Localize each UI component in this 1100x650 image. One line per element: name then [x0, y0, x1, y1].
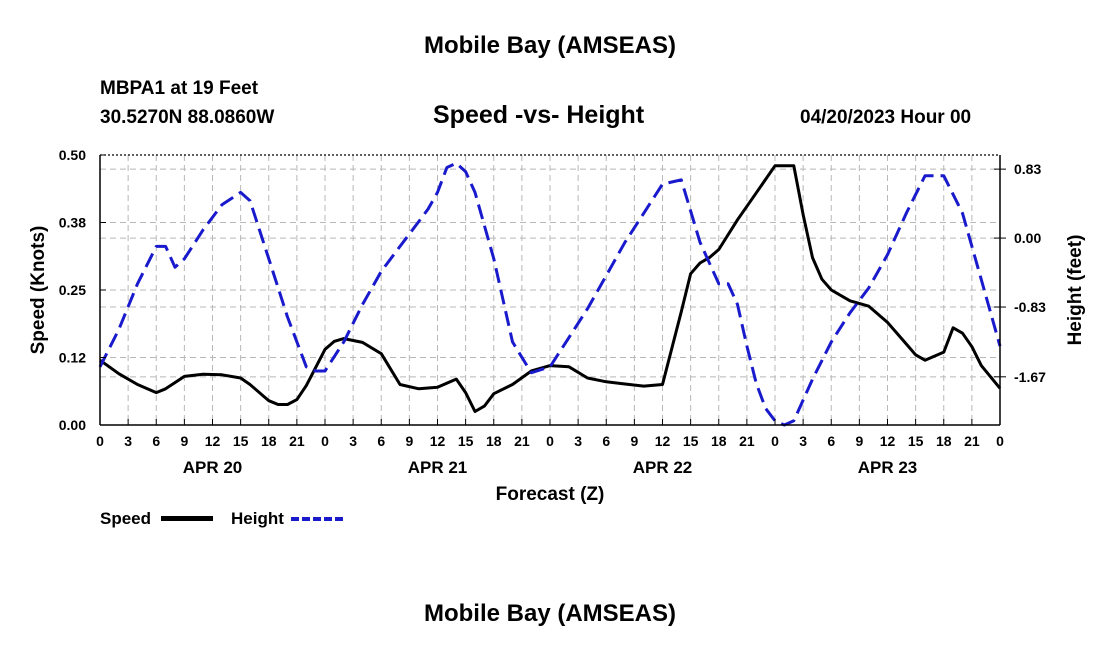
x-tick-label: 21: [289, 433, 305, 449]
x-tick-label: 18: [711, 433, 727, 449]
x-tick-label: 21: [739, 433, 755, 449]
forecast-datetime: 04/20/2023 Hour 00: [800, 107, 972, 128]
y-tick-label-right: -1.67: [1014, 369, 1046, 385]
x-tick-label: 18: [261, 433, 277, 449]
height-series-line: [98, 161, 1002, 427]
day-label: APR 22: [633, 458, 693, 477]
x-tick-label: 3: [799, 433, 807, 449]
station-label: MBPA1 at 19 Feet: [100, 78, 259, 99]
speed-series-line: [99, 164, 1002, 413]
legend-height-swatch: [291, 517, 343, 521]
x-tick-label: 9: [180, 433, 188, 449]
x-tick-label: 6: [377, 433, 385, 449]
x-tick-label: 18: [486, 433, 502, 449]
y-tick-label-right: 0.00: [1014, 230, 1041, 246]
x-tick-label: 15: [908, 433, 924, 449]
x-tick-label: 6: [152, 433, 160, 449]
x-tick-label: 3: [574, 433, 582, 449]
x-tick-label: 12: [880, 433, 896, 449]
legend-speed-swatch: [161, 516, 213, 521]
day-label: APR 23: [858, 458, 918, 477]
y-axis-title-left: Speed (Knots): [28, 226, 49, 355]
x-tick-label: 0: [771, 433, 779, 449]
day-label: APR 20: [183, 458, 243, 477]
page-title: Mobile Bay (AMSEAS): [423, 32, 677, 59]
x-tick-label: 0: [996, 433, 1004, 449]
x-tick-label: 12: [655, 433, 671, 449]
y-tick-label-left: 0.38: [59, 215, 86, 231]
x-tick-label: 0: [96, 433, 104, 449]
x-tick-label: 6: [602, 433, 610, 449]
x-tick-label: 15: [233, 433, 249, 449]
y-tick-label-left: 0.25: [59, 282, 86, 298]
chart-title: Speed -vs- Height: [433, 101, 645, 129]
x-tick-label: 6: [827, 433, 835, 449]
x-tick-label: 3: [349, 433, 357, 449]
day-label: APR 21: [408, 458, 468, 477]
y-tick-label-left: 0.50: [59, 147, 86, 163]
x-tick-label: 9: [855, 433, 863, 449]
station-coords: 30.5270N 88.0860W: [100, 107, 275, 128]
y-tick-label-left: 0.12: [59, 350, 86, 366]
footer-title: Mobile Bay (AMSEAS): [423, 600, 677, 627]
x-tick-label: 15: [458, 433, 474, 449]
y-tick-label-right: -0.83: [1014, 299, 1046, 315]
x-tick-label: 9: [630, 433, 638, 449]
x-tick-label: 21: [514, 433, 530, 449]
legend-height-label: Height: [231, 509, 284, 528]
x-tick-label: 3: [124, 433, 132, 449]
y-axis-title-right: Height (feet): [1065, 235, 1086, 346]
x-tick-label: 21: [964, 433, 980, 449]
y-tick-label-right: 0.83: [1014, 161, 1041, 177]
legend-speed-label: Speed: [100, 509, 152, 528]
x-tick-label: 18: [936, 433, 952, 449]
x-tick-label: 15: [683, 433, 699, 449]
x-tick-label: 12: [205, 433, 221, 449]
x-tick-label: 9: [405, 433, 413, 449]
y-tick-label-left: 0.00: [59, 417, 86, 433]
x-tick-label: 0: [546, 433, 554, 449]
x-axis-title: Forecast (Z): [496, 484, 605, 505]
x-tick-label: 12: [430, 433, 446, 449]
x-tick-label: 0: [321, 433, 329, 449]
